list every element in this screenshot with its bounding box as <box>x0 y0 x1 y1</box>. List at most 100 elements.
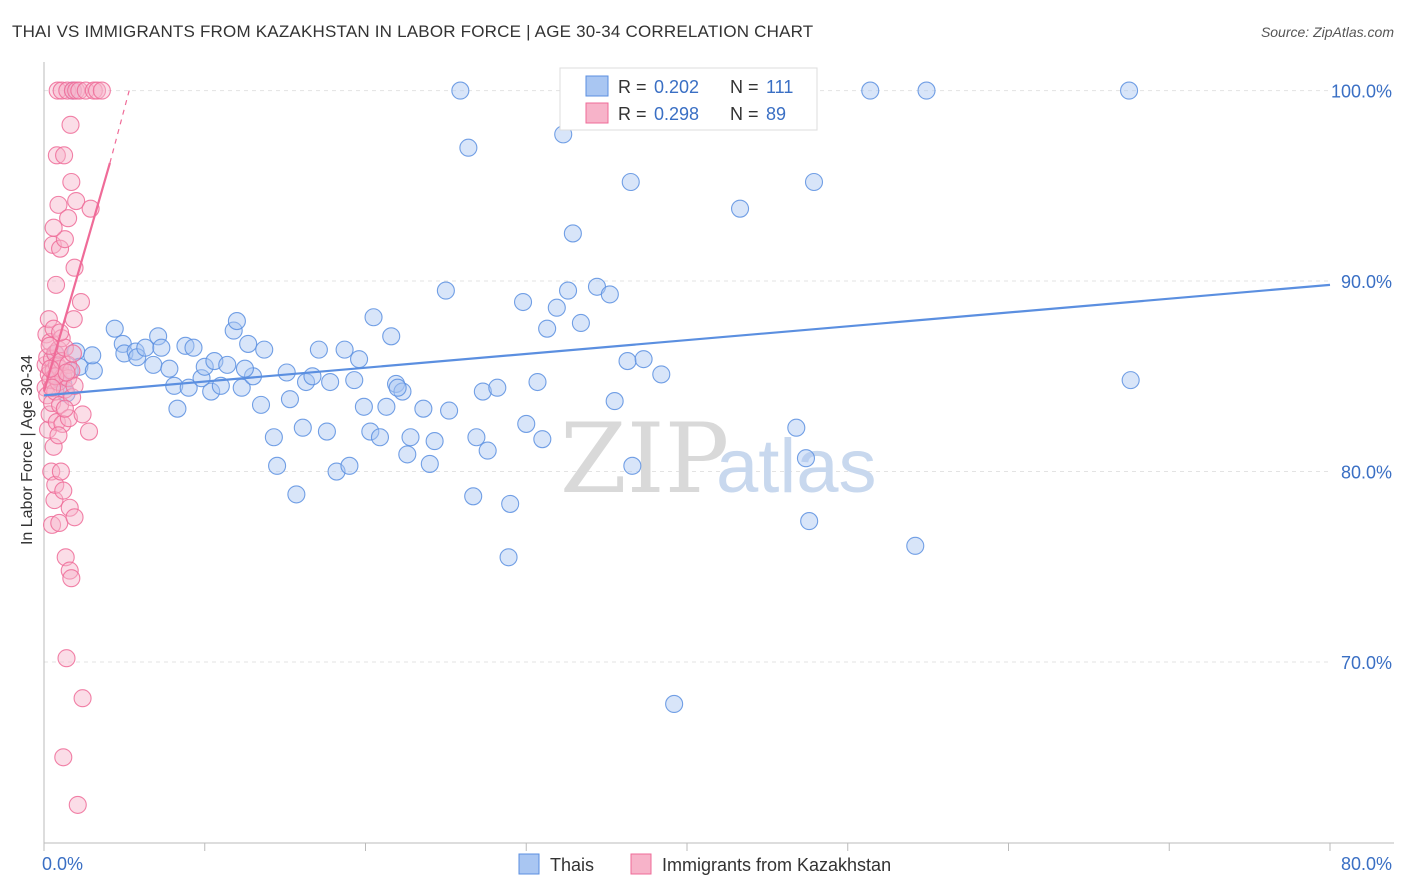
thais-point <box>451 81 470 100</box>
thais-point <box>152 338 171 357</box>
axes <box>43 62 1394 851</box>
thais-point <box>623 456 642 475</box>
legend-bottom: Thais Immigrants from Kazakhstan <box>518 853 891 875</box>
legend-n-value-2: 89 <box>766 104 786 124</box>
kazakhstan-trend-line <box>42 162 111 392</box>
thais-point <box>350 350 369 369</box>
kazakhstan-points <box>36 81 111 814</box>
thais-point <box>538 319 557 338</box>
thais-point <box>571 313 590 333</box>
thais-point <box>621 172 640 192</box>
thais-point <box>370 428 390 447</box>
kazakhstan-point <box>55 146 74 165</box>
watermark: ZIP atlas <box>560 403 877 515</box>
thais-point <box>464 487 483 506</box>
legend-n-value-1: 111 <box>766 77 793 97</box>
legend-thais-swatch[interactable] <box>518 853 540 875</box>
thais-point <box>293 418 312 437</box>
thais-point <box>665 694 684 713</box>
thais-point <box>499 548 518 567</box>
thais-point <box>84 361 103 380</box>
thais-point <box>473 382 492 401</box>
thais-point <box>144 355 163 374</box>
kazakhstan-point <box>44 437 63 456</box>
thais-point <box>488 378 507 397</box>
kazakhstan-point <box>63 344 82 363</box>
kazakhstan-point <box>42 515 62 534</box>
thais-point <box>280 390 299 409</box>
thais-point <box>440 401 459 420</box>
thais-point <box>160 359 179 378</box>
kazakhstan-point <box>48 81 67 100</box>
thais-point <box>340 456 359 475</box>
legend-swatch-blue <box>585 75 609 97</box>
kazakhstan-point <box>60 561 79 580</box>
thais-point <box>377 397 396 416</box>
thais-point <box>547 298 566 317</box>
thais-point <box>563 224 582 243</box>
thais-trend-line <box>43 283 1331 397</box>
thais-point <box>618 352 637 371</box>
legend-n-label-2: N = <box>730 104 759 124</box>
thais-point <box>558 281 578 300</box>
kazakhstan-point <box>39 310 58 329</box>
thais-point <box>83 346 102 365</box>
thais-point <box>268 456 287 475</box>
thais-point <box>513 292 533 312</box>
thais-point <box>388 378 407 397</box>
kazakhstan-point <box>42 462 61 481</box>
thais-points <box>46 81 1140 713</box>
kazakhstan-point <box>59 209 78 228</box>
kazakhstan-point <box>87 81 107 100</box>
thais-point <box>354 397 373 416</box>
thais-point <box>224 321 243 340</box>
legend-r-value-1: 0.202 <box>654 77 699 97</box>
kazakhstan-point <box>49 195 68 214</box>
legend-kazakhstan-label[interactable]: Immigrants from Kazakhstan <box>662 855 891 875</box>
kazakhstan-point <box>42 378 62 397</box>
legend-n-label-1: N = <box>730 77 759 97</box>
kazakhstan-point <box>54 481 73 500</box>
thais-point <box>255 340 274 359</box>
kazakhstan-point <box>65 376 84 395</box>
thais-point <box>184 338 203 357</box>
trend-lines <box>42 90 1331 397</box>
thais-point <box>600 285 619 304</box>
thais-point <box>303 367 322 386</box>
kazakhstan-point <box>49 426 68 445</box>
thais-point <box>796 449 816 468</box>
chart-title: THAI VS IMMIGRANTS FROM KAZAKHSTAN IN LA… <box>12 22 814 41</box>
thais-point <box>1121 371 1140 390</box>
legend-r-value-2: 0.298 <box>654 104 699 124</box>
kazakhstan-point <box>62 172 81 192</box>
thais-point <box>227 312 246 331</box>
y-tick-label: 100.0% <box>1331 82 1392 102</box>
thais-point <box>459 138 478 157</box>
kazakhstan-point <box>64 310 83 329</box>
kazakhstan-point <box>54 748 73 767</box>
kazakhstan-point <box>44 218 63 237</box>
thais-point <box>917 81 936 100</box>
x-tick-label-min: 0.0% <box>42 854 83 874</box>
kazakhstan-point <box>47 275 66 294</box>
thais-point <box>425 432 444 451</box>
thais-point <box>398 445 417 464</box>
legend-thais-label[interactable]: Thais <box>550 855 594 875</box>
thais-point <box>287 485 306 504</box>
kazakhstan-point <box>56 548 75 567</box>
watermark-atlas: atlas <box>716 424 877 509</box>
thais-point <box>235 359 254 378</box>
thais-point <box>264 428 283 447</box>
thais-point <box>605 392 624 411</box>
kazakhstan-trend-extension <box>109 90 130 164</box>
kazakhstan-point <box>60 498 79 517</box>
kazakhstan-point <box>55 399 74 418</box>
thais-point <box>414 399 433 418</box>
thais-point <box>420 454 439 473</box>
thais-point <box>218 355 237 374</box>
legend-kazakhstan-swatch[interactable] <box>630 853 652 875</box>
thais-point <box>309 340 328 359</box>
thais-point <box>382 327 401 346</box>
watermark-zip: ZIP <box>560 403 729 515</box>
